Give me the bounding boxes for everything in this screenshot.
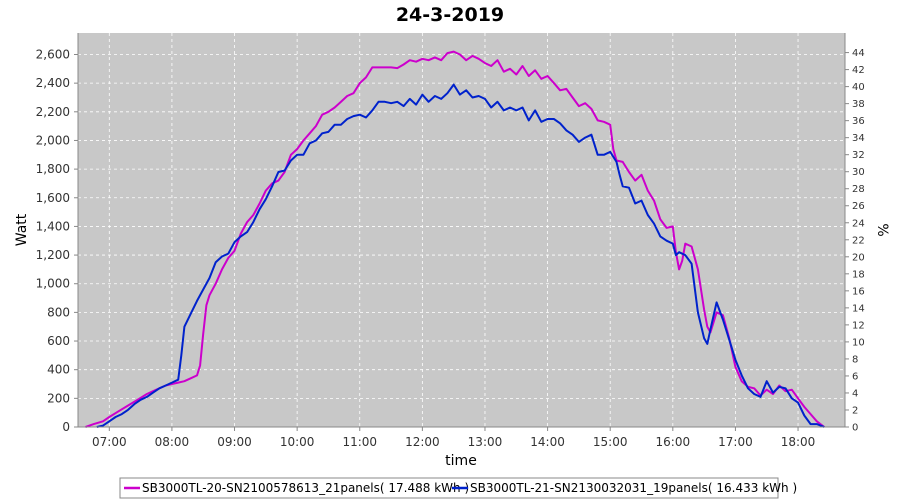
x-tick-label: 07:00 [92,435,127,449]
y-right-tick-label: 44 [852,48,865,59]
x-tick-label: 12:00 [405,435,440,449]
y-tick-label: 200 [47,391,70,405]
x-tick-label: 16:00 [656,435,691,449]
y-tick-label: 600 [47,334,70,348]
legend: SB3000TL-20-SN2100578613_21panels( 17.48… [119,477,797,499]
y-tick-label: 800 [47,305,70,319]
y-right-tick-label: 40 [852,82,865,93]
y-tick-label: 1,000 [36,277,70,291]
y-right-tick-label: 16 [852,286,865,297]
y-right-tick-label: 10 [852,337,865,348]
legend-series-1-energy-open: ( [380,481,389,495]
series-layer [85,50,825,428]
x-tick-label: 14:00 [530,435,565,449]
y-right-tick-label: 26 [852,201,865,212]
y-tick-label: 2,200 [36,105,70,119]
y-tick-label: 400 [47,363,70,377]
y-right-tick-label: 22 [852,235,865,246]
y-right-tick-label: 28 [852,184,865,195]
x-tick-label: 08:00 [155,435,190,449]
y-tick-label: 1,600 [36,191,70,205]
x-tick-label: 10:00 [280,435,315,449]
y-tick-label: 0 [62,420,70,434]
y-axis-right-label: % [874,223,890,236]
legend-box [119,477,779,499]
x-tick-label: 18:00 [781,435,816,449]
y-tick-label: 1,200 [36,248,70,262]
y-tick-label: 2,400 [36,76,70,90]
y-right-tick-label: 30 [852,167,865,178]
y-axis-label: Watt [14,213,30,246]
y-right-tick-label: 8 [852,354,858,365]
y-right-tick-label: 34 [852,133,865,144]
y-right-tick-label: 20 [852,252,865,263]
y-axis-right-ticks: 0246810121416182022242628303234363840424… [845,48,865,434]
y-right-tick-label: 38 [852,99,865,110]
legend-series-2-energy: 16.433 kWh [716,481,788,495]
y-right-tick-label: 6 [852,371,858,382]
y-right-tick-label: 18 [852,269,865,280]
y-right-tick-label: 42 [852,65,865,76]
legend-series-2-name: SB3000TL-21-SN2130032031_19panels [470,481,708,495]
chart-title: 24-3-2019 [396,4,504,26]
x-tick-label: 13:00 [468,435,503,449]
y-tick-label: 2,000 [36,133,70,147]
x-tick-label: 11:00 [342,435,377,449]
y-right-tick-label: 4 [852,388,858,399]
y-tick-label: 2,600 [36,47,70,61]
y-tick-label: 1,800 [36,162,70,176]
y-right-tick-label: 14 [852,303,865,314]
x-tick-label: 15:00 [593,435,628,449]
y-axis-ticks: 0 200 400 600 800 1,000 1,200 1,400 1,600 1,800 2,… [36,47,78,434]
series-line-1 [85,50,825,428]
x-axis-label: time [445,453,477,469]
x-tick-label: 09:00 [217,435,252,449]
legend-series-1-name: SB3000TL-20-SN2100578613_21panels [142,481,380,495]
legend-series-2-energy-close: ) [789,481,798,495]
series-line-2 [96,83,825,428]
legend-entry-series-1: SB3000TL-20-SN2100578613_21panels( 17.48… [142,481,469,495]
y-right-tick-label: 2 [852,405,858,416]
y-right-tick-label: 12 [852,320,865,331]
x-tick-label: 17:00 [718,435,753,449]
y-right-tick-label: 32 [852,150,865,161]
x-axis-ticks: 07:00 08:00 09:00 10:00 11:00 12:00 13:00 14:00… [92,427,815,449]
y-right-tick-label: 24 [852,218,865,229]
y-tick-label: 1,400 [36,219,70,233]
plot-area [78,33,845,427]
y-right-tick-label: 36 [852,116,865,127]
legend-entry-series-2: SB3000TL-21-SN2130032031_19panels( 16.43… [470,481,797,495]
y-right-tick-label: 0 [852,423,858,434]
legend-series-2-energy-open: ( [708,481,717,495]
legend-series-1-energy: 17.488 kWh [388,481,460,495]
